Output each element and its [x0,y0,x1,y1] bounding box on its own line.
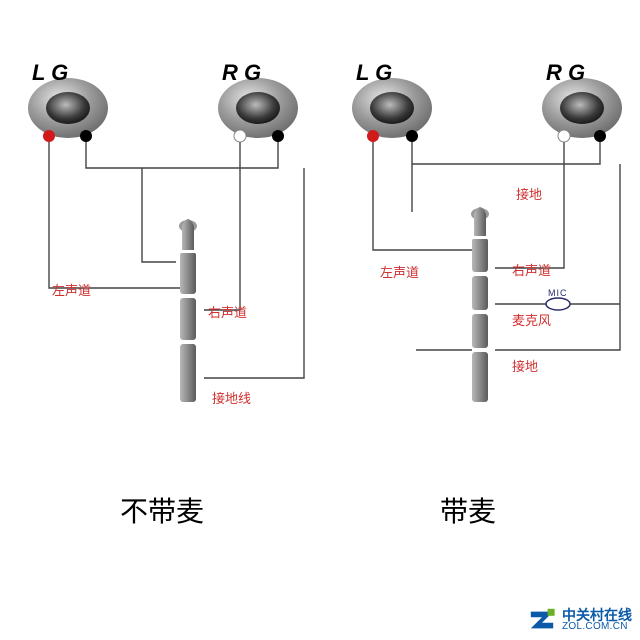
label-left-L-L: L G [32,60,68,86]
left-wires [49,140,304,378]
wire-label-left-ch: 左声道 [52,280,91,299]
mic-label: MIC [548,288,568,298]
label-right-R-R: R G [546,60,585,86]
zol-logo-icon [528,606,556,634]
plug-left [179,219,197,402]
mic-capsule [546,298,570,310]
right-wires [373,140,620,350]
watermark-en: ZOL.COM.CN [562,622,632,632]
wire-label-r-ground1: 接地 [516,184,542,203]
wire-label-r-ground2: 接地 [512,356,538,375]
caption-without-mic: 不带麦 [120,490,204,530]
label-right-L-L: L G [356,60,392,86]
plug-right [471,207,489,402]
wire-label-r-rightch: 右声道 [512,260,551,279]
wire-label-r-leftch: 左声道 [380,262,419,281]
watermark-cn: 中关村在线 [562,608,632,622]
label-left-R-R: R G [222,60,261,86]
wire-label-ground: 接地线 [212,388,251,407]
speaker-right-R [542,78,622,142]
wire-label-right-ch: 右声道 [208,302,247,321]
speaker-left-R [218,78,298,142]
watermark: 中关村在线 ZOL.COM.CN [528,606,632,634]
speaker-left-L [28,78,108,142]
speaker-right-L [352,78,432,142]
wire-label-r-mic: 麦克风 [512,310,551,329]
caption-with-mic: 带麦 [440,490,496,530]
